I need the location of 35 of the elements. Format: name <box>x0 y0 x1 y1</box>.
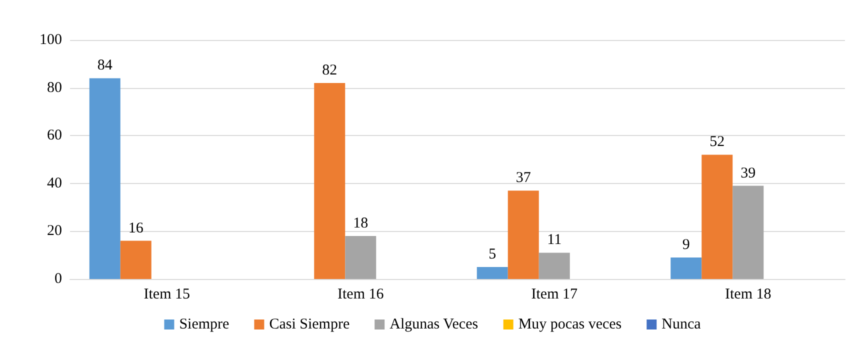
legend-label: Algunas Veces <box>390 316 478 332</box>
legend-label: Nunca <box>662 316 702 332</box>
bar <box>732 186 764 279</box>
legend-label: Muy pocas veces <box>518 316 622 332</box>
y-tick-label: 20 <box>47 223 62 240</box>
x-tick-label: Item 17 <box>531 286 578 302</box>
bar <box>670 257 702 279</box>
data-label: 16 <box>128 220 144 236</box>
data-label: 11 <box>547 232 562 248</box>
bar <box>345 236 376 279</box>
x-tick-label: Item 18 <box>725 286 772 302</box>
x-tick-label: Item 16 <box>338 286 384 302</box>
y-tick-label: 60 <box>47 128 62 144</box>
bar <box>314 83 346 279</box>
y-tick-label: 80 <box>47 80 62 96</box>
y-tick-label: 100 <box>40 32 62 48</box>
legend-label: Siempre <box>179 316 230 332</box>
data-label: 5 <box>488 246 496 263</box>
legend-label: Casi Siempre <box>269 316 350 332</box>
bar <box>538 252 570 279</box>
data-label: 82 <box>322 62 338 79</box>
data-label: 18 <box>353 215 368 232</box>
bar <box>120 240 152 279</box>
bar <box>702 154 733 279</box>
data-label: 9 <box>682 236 690 253</box>
data-label: 52 <box>710 134 725 150</box>
bar <box>508 190 539 279</box>
data-label: 84 <box>97 58 113 74</box>
data-label: 39 <box>740 165 756 182</box>
data-label: 37 <box>516 170 532 186</box>
bar <box>89 78 120 279</box>
bar <box>476 267 508 279</box>
y-tick-label: 40 <box>47 175 62 192</box>
x-tick-label: Item 15 <box>144 286 190 302</box>
y-tick-label: 0 <box>54 271 62 287</box>
